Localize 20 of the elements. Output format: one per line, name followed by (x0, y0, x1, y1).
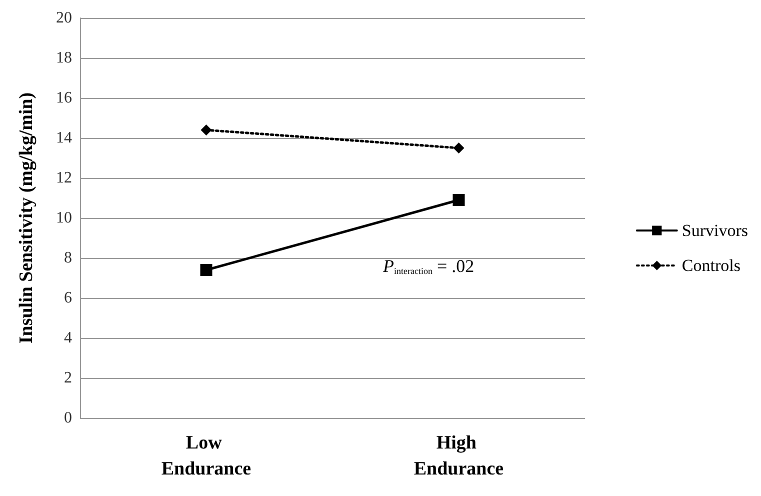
y-tick-label: 8 (64, 250, 72, 266)
legend-label: Controls (682, 256, 740, 275)
legend-label: Survivors (682, 221, 748, 240)
y-tick-label: 2 (64, 370, 72, 386)
point (452, 194, 465, 206)
x-tick-label: High Endurance (414, 432, 504, 480)
y-axis-title: Insulin Sensitivity (mg/kg/min) (16, 92, 37, 344)
y-tick-label: 18 (56, 50, 72, 66)
y-tick-label: 10 (56, 210, 72, 226)
point (200, 124, 212, 136)
y-tick-label: 4 (64, 330, 72, 346)
y-tick-label: 14 (56, 130, 72, 146)
y-tick-label: 20 (56, 10, 72, 26)
y-tick-label: 6 (64, 290, 72, 306)
y-tick-label: 12 (56, 170, 72, 186)
point (200, 264, 212, 276)
y-tick-label: 0 (64, 410, 72, 426)
point (453, 142, 464, 154)
x-tick-label: Low Endurance (161, 432, 252, 480)
y-tick-label: 16 (56, 90, 72, 106)
